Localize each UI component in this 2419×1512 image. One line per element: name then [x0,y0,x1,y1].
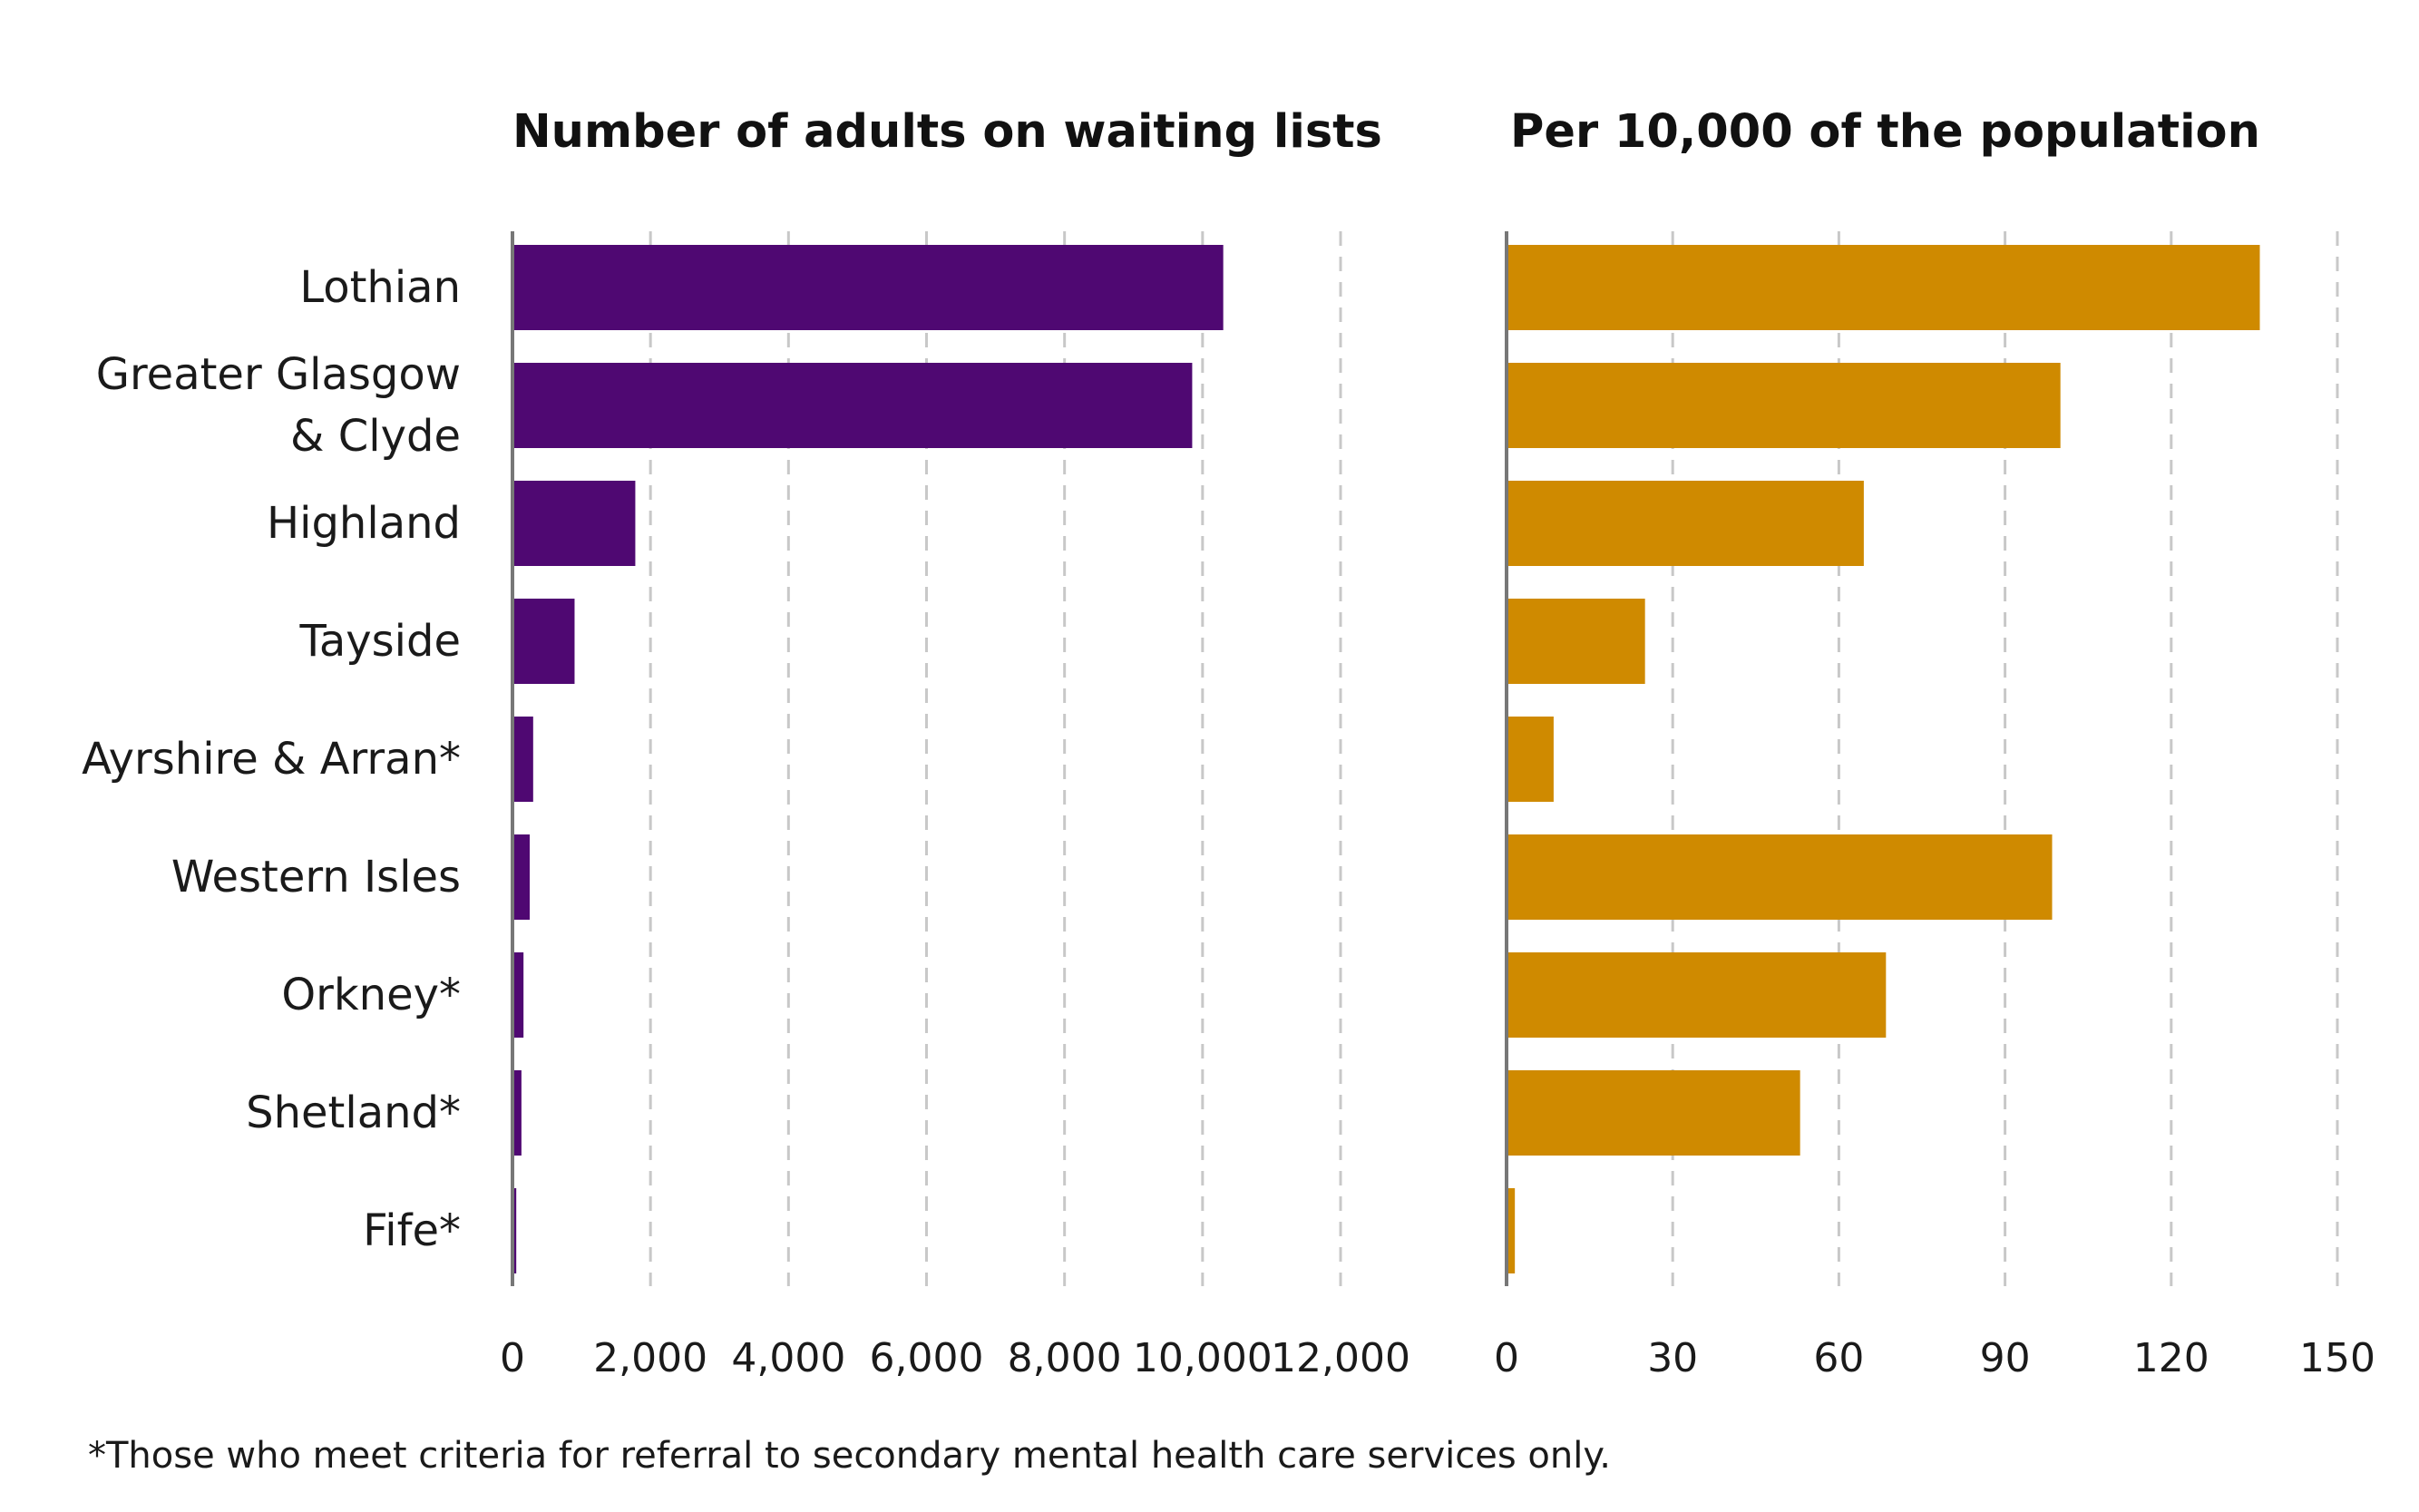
left-bar [512,599,575,684]
left-bar [512,1188,517,1273]
right-tick-label: 120 [2133,1335,2209,1381]
right-tick-label: 150 [2299,1335,2375,1381]
right-tick-label: 0 [1494,1335,1519,1381]
right-bar [1507,952,1887,1038]
right-tick-label: 30 [1647,1335,1698,1381]
left-bar [512,1070,522,1156]
axis-layer [511,231,1508,1286]
left-tick-label: 12,000 [1271,1335,1410,1381]
right-bar [1507,245,2260,330]
right-bar [1507,1188,1516,1273]
left-bar [512,363,1193,448]
category-label: Orkney* [281,970,461,1020]
left-bar [512,245,1224,330]
right-chart-title: Per 10,000 of the population [1510,105,2260,159]
left-tick-label: 4,000 [731,1335,845,1381]
right-bar [1507,481,1864,566]
category-label: Ayrshire & Arran* [82,734,461,785]
category-label: Lothian [299,262,461,313]
category-label: Tayside [298,616,461,667]
left-bar [512,952,524,1038]
footnote: *Those who meet criteria for referral to… [88,1435,1611,1477]
right-bar [1507,1070,1800,1156]
right-bar [1507,717,1554,802]
left-bar [512,481,636,566]
category-label: & Clyde [290,411,461,462]
right-tick-label: 90 [1980,1335,2031,1381]
right-bar [1507,834,2053,920]
left-bar [512,834,531,920]
right-bar [1507,363,2061,448]
left-bar [512,717,533,802]
bar-layer [512,245,2260,1273]
left-tick-label: 6,000 [870,1335,984,1381]
category-label: Greater Glasgow [96,349,461,400]
category-label: Shetland* [246,1088,461,1138]
left-tick-label: 10,000 [1133,1335,1273,1381]
left-tick-label: 0 [500,1335,525,1381]
left-chart-title: Number of adults on waiting lists [512,105,1382,159]
category-label: Fife* [363,1205,461,1256]
category-label: Western Isles [171,852,461,902]
left-tick-label: 8,000 [1008,1335,1122,1381]
left-tick-label: 2,000 [593,1335,707,1381]
right-tick-label: 60 [1813,1335,1864,1381]
category-label: Highland [267,498,461,549]
right-bar [1507,599,1645,684]
